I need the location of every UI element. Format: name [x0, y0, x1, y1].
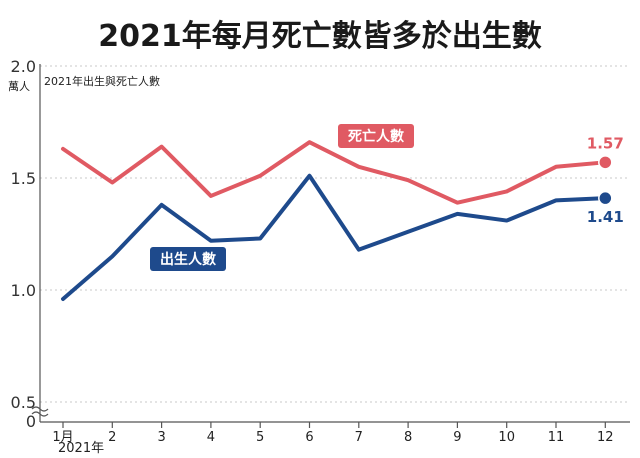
legend-badge-deaths-label: 死亡人數	[347, 128, 404, 145]
x-tick-label: 3	[157, 430, 165, 445]
series-end-label-births: 1.41	[587, 208, 624, 226]
x-tick-label: 4	[207, 430, 215, 445]
x-tick-label: 11	[548, 430, 565, 445]
x-tick-label: 5	[256, 430, 264, 445]
legend-badge-births: 出生人數	[150, 247, 226, 271]
x-year-label: 2021年	[58, 441, 104, 456]
x-tick-label: 2	[108, 430, 116, 445]
axes	[31, 64, 630, 423]
series-line-deaths	[61, 140, 608, 205]
x-tick-labels: 1月 2 3 4 5 6 7 8 9 10 11 12	[52, 422, 614, 445]
series-lines: 1.57 1.41	[61, 134, 624, 301]
legend-badge-deaths: 死亡人數	[338, 124, 414, 148]
series-end-point-deaths	[598, 155, 613, 170]
chart-title: 2021年每月死亡數皆多於出生數	[98, 19, 542, 54]
y-unit-label: 萬人	[8, 80, 30, 93]
legend-badge-births-bg	[150, 247, 226, 271]
legend-badge-deaths-bg	[338, 124, 414, 148]
y-tick-label: 1.5	[11, 169, 36, 188]
x-tick-label: 10	[498, 430, 515, 445]
series-end-point-births	[598, 190, 613, 206]
y-tick-label: 2.0	[11, 57, 36, 76]
x-tick-label: 12	[597, 430, 614, 445]
x-tick-label: 7	[355, 430, 363, 445]
y-tick-labels: 0 0.5 1.0 1.5 2.0	[11, 57, 36, 431]
legend-badge-births-label: 出生人數	[160, 251, 216, 268]
y-tick-zero: 0	[26, 412, 36, 431]
gridlines	[40, 65, 630, 403]
y-tick-label: 1.0	[11, 281, 36, 300]
x-tick-label: 9	[453, 430, 461, 445]
x-tick-label: 8	[404, 430, 412, 445]
y-tick-label: 0.5	[11, 393, 36, 412]
series-end-label-deaths: 1.57	[587, 134, 624, 152]
x-tick-label: 1月	[52, 430, 73, 445]
series-line-births	[61, 173, 608, 301]
axis-break-icon	[31, 406, 49, 417]
x-tick-label: 6	[305, 430, 313, 445]
chart-subtitle: 2021年出生與死亡人數	[44, 74, 160, 88]
